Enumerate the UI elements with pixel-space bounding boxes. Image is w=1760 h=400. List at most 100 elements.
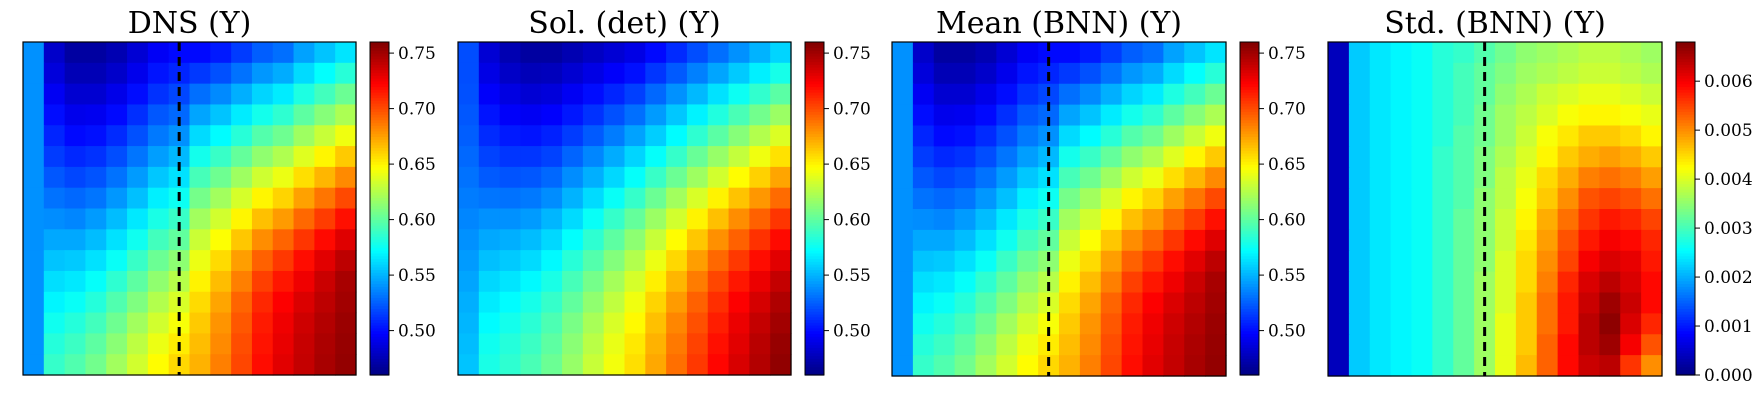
heatmap-cell: [892, 334, 914, 356]
colorbar-segment: [1240, 180, 1259, 185]
colorbar-segment: [1676, 264, 1695, 268]
colorbar-segment: [370, 316, 389, 321]
heatmap-cell: [954, 188, 977, 210]
colorbar-segment: [805, 144, 824, 149]
heatmap-cell: [562, 42, 584, 64]
heatmap-cell: [666, 187, 688, 210]
colorbar-segment: [805, 341, 824, 346]
colorbar-segment: [805, 322, 824, 326]
heatmap-cell: [1557, 313, 1580, 335]
colorbar-segment: [1676, 347, 1695, 351]
colorbar-segment: [1676, 122, 1695, 126]
heatmap-cell: [1100, 167, 1123, 189]
heatmap-cell: [912, 83, 935, 106]
heatmap-cell: [1641, 313, 1663, 335]
colorbar-segment: [370, 338, 389, 343]
heatmap-cell: [1163, 209, 1185, 231]
colorbar-segment: [1240, 261, 1259, 265]
heatmap-cell: [749, 187, 771, 210]
colorbar-segment: [370, 219, 389, 223]
heatmap-cell: [1495, 42, 1517, 64]
heatmap-cell: [975, 104, 997, 127]
heatmap-cell: [1142, 250, 1164, 273]
heatmap-cell: [1100, 229, 1123, 252]
heatmap-cell: [892, 209, 914, 231]
heatmap-cell: [1557, 42, 1580, 64]
heatmap-cell: [603, 270, 626, 293]
heatmap-cell: [210, 62, 232, 85]
colorbar-segment: [805, 250, 824, 254]
heatmap-cell: [975, 292, 997, 314]
heatmap-cell: [251, 208, 274, 230]
colorbar-segment: [805, 327, 824, 332]
colorbar-segment: [1676, 205, 1695, 210]
heatmap-cell: [210, 229, 232, 251]
heatmap-cell: [1390, 334, 1413, 356]
colorbar-segment: [1240, 330, 1259, 334]
colorbar-segment: [1240, 311, 1259, 315]
colorbar-segment: [1240, 233, 1259, 237]
heatmap-cell: [1348, 355, 1371, 377]
heatmap-cell: [1369, 146, 1392, 168]
colorbar-segment: [1240, 97, 1259, 101]
heatmap-cell: [1121, 334, 1144, 356]
colorbar-segment: [805, 252, 824, 257]
colorbar-segment: [370, 105, 389, 110]
heatmap-cell: [1536, 250, 1559, 273]
heatmap-cell: [1599, 125, 1621, 147]
colorbar-segment: [1240, 69, 1259, 74]
colorbar-tick-label: 0.70: [398, 100, 436, 120]
heatmap-cell: [1432, 313, 1454, 335]
heatmap-cell: [1515, 146, 1538, 168]
heatmap-cell: [1079, 292, 1102, 314]
colorbar-segment: [1240, 288, 1259, 293]
colorbar-segment: [370, 66, 389, 71]
heatmap-cell: [1017, 188, 1039, 210]
heatmap-cell: [624, 312, 646, 334]
colorbar-segment: [1240, 144, 1259, 149]
heatmap-cell: [1515, 355, 1538, 377]
heatmap-cell: [728, 333, 750, 355]
heatmap-cell: [127, 62, 149, 85]
colorbar-segment: [1676, 269, 1695, 273]
heatmap-cell: [1163, 83, 1185, 106]
heatmap-cell: [1079, 167, 1102, 189]
heatmap-cell: [23, 291, 45, 314]
colorbar-segment: [1240, 319, 1259, 323]
heatmap-cell: [624, 62, 646, 85]
heatmap-cell: [1578, 188, 1600, 210]
heatmap-cell: [1557, 355, 1580, 377]
heatmap-cell: [1390, 62, 1413, 85]
heatmap-cell: [1184, 125, 1206, 147]
heatmap-cell: [293, 104, 315, 126]
heatmap-cell: [954, 313, 977, 335]
heatmap-cell: [1411, 271, 1433, 294]
heatmap-cell: [1369, 62, 1392, 85]
heatmap-cell: [1017, 62, 1039, 85]
heatmap-cell: [707, 291, 730, 314]
heatmap-cell: [1557, 62, 1580, 85]
colorbar-segment: [805, 358, 824, 362]
heatmap-cell: [1100, 313, 1123, 335]
heatmap-cell: [499, 229, 522, 251]
colorbar-segment: [1240, 230, 1259, 235]
colorbar-segment: [805, 155, 824, 160]
heatmap-cell: [1599, 292, 1621, 314]
heatmap-cell: [272, 42, 295, 64]
heatmap-cell: [666, 354, 688, 376]
colorbar-segment: [370, 177, 389, 182]
heatmap-cell: [293, 146, 315, 168]
heatmap-cell: [603, 125, 626, 147]
heatmap-cell: [251, 146, 274, 168]
heatmap-cell: [231, 333, 253, 355]
heatmap-cell: [645, 270, 667, 293]
heatmap-cell: [686, 229, 709, 251]
heatmap-cell: [624, 270, 646, 293]
colorbar-segment: [1240, 91, 1259, 96]
heatmap-cell: [1432, 209, 1454, 231]
colorbar-segment: [1676, 233, 1695, 237]
heatmap-cell: [43, 125, 66, 147]
heatmap-cell: [1079, 313, 1102, 335]
heatmap-cell: [1142, 125, 1164, 147]
heatmap-cell: [85, 83, 107, 106]
